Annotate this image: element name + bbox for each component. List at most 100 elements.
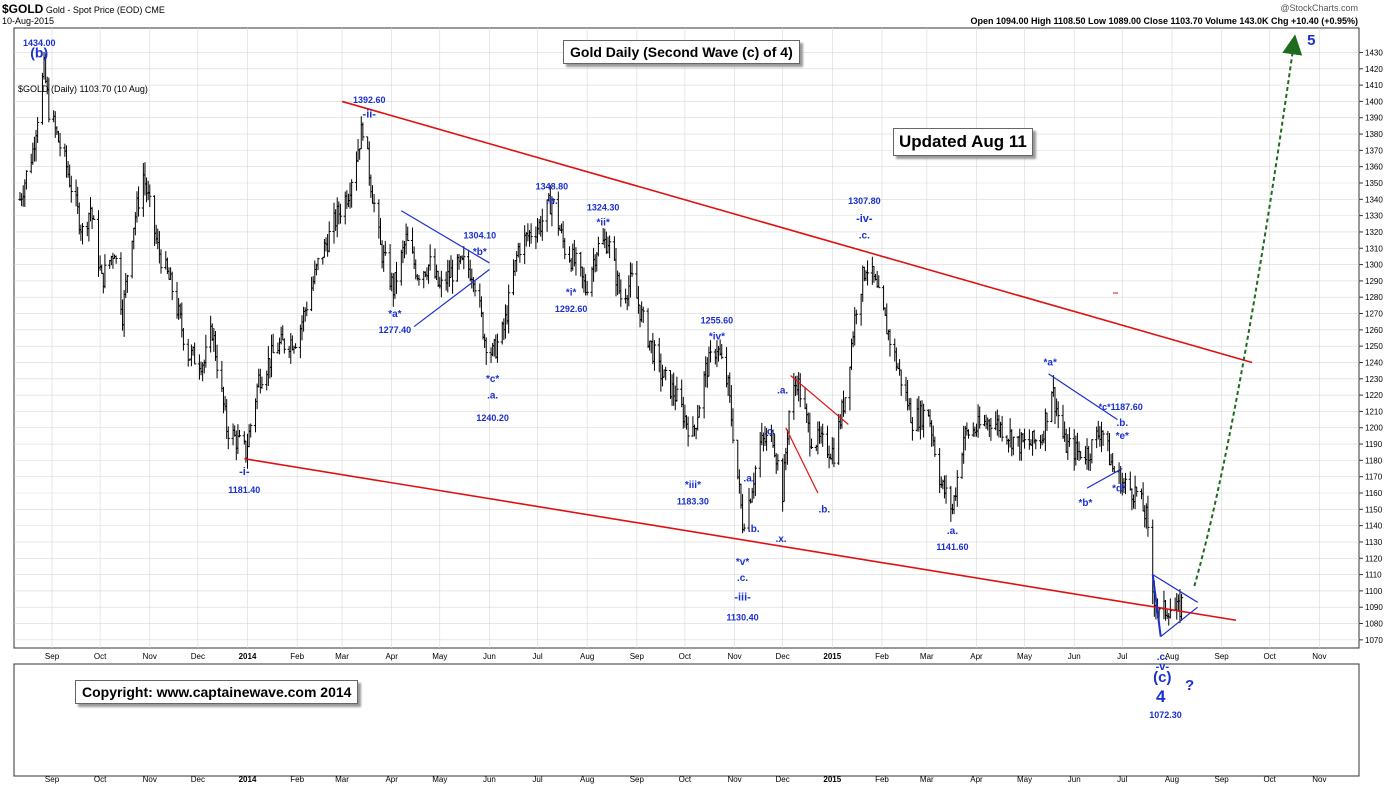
x-tick-label: Oct xyxy=(679,652,692,661)
x-tick-label: Oct xyxy=(1263,775,1276,784)
wave-label: .a. xyxy=(777,385,788,396)
wave-label: *v* xyxy=(736,557,749,568)
y-tick-label: 1330 xyxy=(1365,212,1383,221)
wave-label: 4 xyxy=(1156,687,1166,706)
x-tick-label: 2015 xyxy=(823,652,841,661)
x-tick-label: Apr xyxy=(385,775,398,784)
price-panel xyxy=(13,27,1360,649)
ohlc-bar xyxy=(417,275,421,286)
y-tick-label: 1190 xyxy=(1365,440,1383,449)
wave-label: *e* xyxy=(1116,431,1129,442)
channel-line xyxy=(341,100,1253,364)
x-tick-label: Oct xyxy=(1263,652,1276,661)
chart-header: $GOLD Gold - Spot Price (EOD) CME xyxy=(2,2,165,16)
x-tick-label: Apr xyxy=(385,652,398,661)
y-tick-label: 1160 xyxy=(1365,489,1383,498)
wave-label: 1392.60 xyxy=(353,95,386,105)
x-tick-label: Jun xyxy=(483,775,496,784)
y-tick-label: 1280 xyxy=(1365,293,1383,302)
x-tick-label: Nov xyxy=(1312,652,1326,661)
y-tick-label: 1110 xyxy=(1365,571,1382,580)
instrument-description: Gold - Spot Price (EOD) xyxy=(45,5,143,15)
ohlc-bar xyxy=(372,193,376,213)
projection-arrow xyxy=(1193,34,1303,587)
ohlc-bar xyxy=(1056,401,1060,429)
y-tick-label: 1130 xyxy=(1365,538,1383,547)
y-tick-label: 1360 xyxy=(1365,163,1383,172)
minor-trend-line xyxy=(790,375,849,425)
price-bars xyxy=(18,51,1184,626)
ohlc-bar xyxy=(282,338,286,354)
wave-label: .c. xyxy=(737,573,748,584)
ohlc-bar xyxy=(787,410,791,445)
ohlc-bar xyxy=(686,416,690,447)
y-tick-label: 1240 xyxy=(1365,358,1383,367)
ohlc-bar xyxy=(428,244,432,271)
ohlc-bar xyxy=(69,175,73,203)
wave-label: 1181.40 xyxy=(228,485,260,495)
ohlc-bar xyxy=(1011,436,1015,456)
y-tick-label: 1370 xyxy=(1365,146,1383,155)
x-tick-label: May xyxy=(1017,775,1032,784)
ohlc-bar xyxy=(305,301,309,317)
x-tick-label: Feb xyxy=(290,775,304,784)
ohlc-bar xyxy=(394,261,399,294)
wave-label: .b. xyxy=(546,196,558,207)
ohlc-bar xyxy=(731,408,735,444)
y-tick-label: 1270 xyxy=(1365,310,1383,319)
wave-label: .c. xyxy=(859,230,870,241)
triangle-patterns xyxy=(401,210,1198,638)
ohlc-bar xyxy=(675,376,679,402)
x-tick-label: May xyxy=(1017,652,1032,661)
wave-label: *iv* xyxy=(709,332,725,343)
ohlc-bar xyxy=(765,428,769,451)
ohlc-bar xyxy=(1034,438,1038,450)
ohlc-bar xyxy=(809,438,814,450)
ohlc-bar xyxy=(1022,428,1027,449)
x-axis-bottom: Sep Oct Nov Dec 2014 Feb Mar Apr May Jun Jul Aug Sep… xyxy=(45,775,1327,784)
wave-label: .a. xyxy=(947,526,958,537)
y-tick-label: 1320 xyxy=(1365,228,1383,237)
y-tick-label: 1260 xyxy=(1365,326,1383,335)
ohlc-bar xyxy=(249,423,253,438)
y-tick-label: 1230 xyxy=(1365,375,1383,384)
ohlc-bar xyxy=(753,465,757,497)
y-tick-label: 1210 xyxy=(1365,407,1383,416)
y-tick-label: 1290 xyxy=(1365,277,1383,286)
ohlc-bar xyxy=(742,523,746,532)
x-tick-label: Dec xyxy=(776,652,790,661)
ohlc-bar xyxy=(910,417,915,441)
y-tick-label: 1300 xyxy=(1365,261,1383,270)
x-tick-label: Sep xyxy=(45,652,60,661)
x-axis: Sep Oct Nov Dec 2014 Feb Mar Apr May Jun Jul Aug Sep… xyxy=(45,652,1327,661)
ohlc-bar xyxy=(978,406,982,429)
x-tick-label: Sep xyxy=(45,775,60,784)
wave-label: 1141.60 xyxy=(936,542,968,552)
ohlc-bar xyxy=(1101,430,1105,446)
y-tick-label: 1220 xyxy=(1365,391,1383,400)
ohlc-bar xyxy=(1135,486,1139,497)
ohlc-bar xyxy=(1090,439,1094,464)
y-tick-label: 1340 xyxy=(1365,195,1383,204)
wave-label: .a. xyxy=(487,390,498,401)
wave-label: -ii- xyxy=(363,109,377,121)
x-tick-label: Aug xyxy=(580,652,594,661)
ohlc-bar xyxy=(327,221,331,253)
ohlc-bar xyxy=(237,429,242,438)
ohlc-bar xyxy=(193,342,197,365)
ohlc-bar xyxy=(226,426,230,450)
ohlc-bar xyxy=(540,208,544,241)
ohlc-bar xyxy=(495,333,500,363)
x-tick-label: Dec xyxy=(191,652,205,661)
ohlc-bar xyxy=(933,436,937,457)
stockcharts-watermark: @StockCharts.com xyxy=(1280,3,1358,13)
wave-label: -iv- xyxy=(856,213,873,225)
price-legend: $GOLD (Daily) 1103.70 (10 Aug) xyxy=(18,84,148,94)
x-tick-label: Jul xyxy=(1117,775,1127,784)
ohlc-bar xyxy=(484,337,488,365)
wave-label: 1072.30 xyxy=(1149,710,1182,720)
x-tick-label: 2015 xyxy=(823,775,841,784)
x-tick-label: May xyxy=(432,775,447,784)
ohlc-bar xyxy=(697,405,701,418)
